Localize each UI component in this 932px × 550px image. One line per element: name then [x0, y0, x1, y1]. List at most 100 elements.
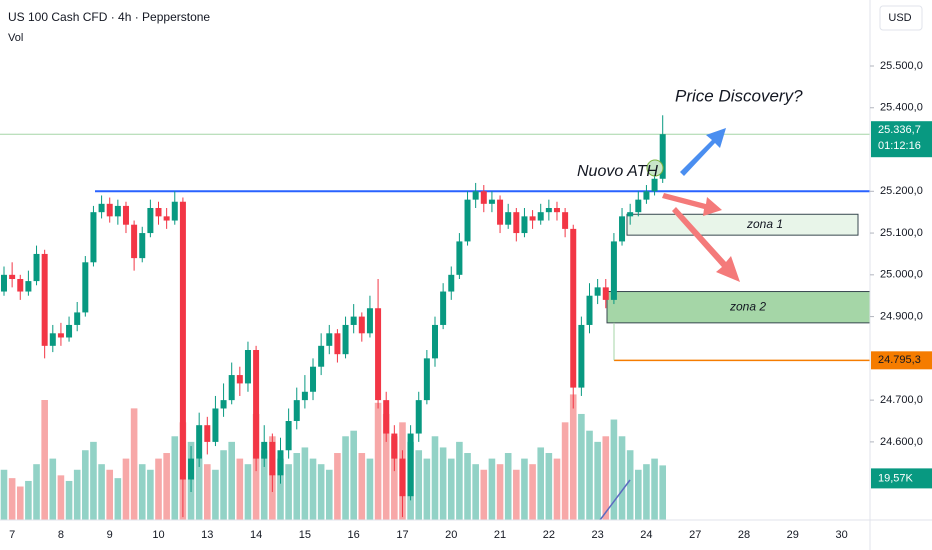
volume-bar [334, 453, 341, 520]
volume-label-box [871, 468, 932, 489]
currency: USD [888, 12, 911, 24]
volume-bar [350, 430, 357, 520]
volume-bar [602, 436, 610, 520]
chart-title: US 100 Cash CFD · 4h · Pepperstone [8, 10, 210, 24]
candle-body [155, 208, 162, 217]
x-tick-label: 22 [543, 529, 555, 541]
volume-bar [382, 413, 390, 520]
candle-body [301, 391, 308, 401]
y-tick-label: 25.100,0 [880, 227, 923, 239]
candle-body [228, 375, 235, 401]
candle-body [244, 350, 251, 384]
candle-body [212, 408, 219, 442]
candle-body [1, 274, 7, 292]
volume-bar [366, 458, 374, 520]
annotation: Price Discovery? [675, 86, 803, 105]
volume-bar [578, 413, 585, 520]
x-tick-label: 29 [787, 529, 799, 541]
volume-bar [171, 436, 179, 520]
volume-bar [325, 469, 333, 520]
x-tick-label: 13 [201, 529, 213, 541]
candle-body [261, 441, 268, 459]
candle-body [399, 458, 406, 497]
volume-bar [626, 450, 634, 520]
volume-bar [0, 469, 8, 520]
last-price-box [871, 121, 932, 158]
candle-body [578, 324, 585, 388]
volume-bar [496, 464, 504, 520]
last-price-label: 25.336,7 [878, 124, 921, 136]
candle-body [456, 241, 463, 275]
volume-bar [82, 450, 89, 520]
candle-body [651, 178, 658, 192]
annotation: Nuovo ATH [577, 163, 658, 180]
volume-bar [635, 469, 642, 520]
x-tick-label: 14 [250, 529, 262, 541]
price-axis [870, 0, 932, 550]
volume-bar [49, 458, 57, 520]
candle-body [171, 201, 178, 221]
x-tick-label: 7 [9, 529, 15, 541]
candle-body [594, 287, 601, 296]
candle-body [147, 208, 154, 234]
candle-body [334, 333, 341, 355]
volume-bar [423, 458, 431, 520]
candle-body [122, 205, 129, 225]
x-tick-label: 9 [107, 529, 113, 541]
zone-label: zona 2 [729, 299, 766, 313]
volume-bar [569, 394, 577, 520]
volume-bar [431, 436, 439, 520]
volume-bar [122, 458, 130, 520]
candle-body [49, 333, 56, 346]
candle-body [277, 450, 284, 476]
volume-title: Vol [8, 32, 23, 44]
candle-body [602, 287, 609, 300]
candle-body [366, 308, 373, 334]
candle-body [375, 308, 382, 401]
candle-body [98, 203, 105, 213]
candle-body [619, 216, 626, 242]
volume-bar [25, 480, 32, 520]
volume-bar [301, 447, 309, 520]
red-arrow [672, 207, 740, 282]
candle-body [407, 433, 414, 497]
candle-body [610, 241, 617, 300]
candle-body [529, 216, 536, 221]
currency-box[interactable] [879, 5, 923, 31]
volume-bar [317, 464, 325, 520]
x-tick-label: 21 [494, 529, 506, 541]
volume-bar [504, 453, 512, 520]
candle-body [497, 199, 504, 225]
candle-body [505, 212, 512, 225]
countdown: 01:12:16 [878, 140, 921, 152]
candle-body [179, 201, 186, 480]
candle-body [448, 274, 455, 292]
volume-bar [374, 402, 382, 520]
candle-body [537, 212, 544, 221]
x-tick-label: 20 [445, 529, 457, 541]
volume-bar [358, 453, 366, 520]
drawing-line [599, 479, 631, 521]
volume-bar [163, 453, 170, 520]
volume-bar [513, 469, 520, 520]
volume-label: 19,57K [878, 472, 914, 484]
y-tick-label: 25.400,0 [880, 102, 923, 114]
candle-body [521, 216, 528, 234]
candle-body [25, 281, 32, 292]
candle-body [139, 233, 146, 259]
candle-body [188, 458, 195, 480]
candle-body [643, 191, 650, 200]
volume-bar [342, 436, 349, 520]
volume-bar [643, 464, 650, 520]
candle-body [562, 212, 569, 229]
candle-body [9, 274, 16, 280]
volume-bar [65, 480, 73, 520]
candle-body [196, 425, 203, 459]
candle-body [570, 228, 577, 388]
candle-body [383, 400, 390, 434]
volume-bar [659, 465, 666, 520]
volume-bar [8, 478, 16, 520]
x-tick-label: 24 [640, 529, 652, 541]
x-tick-label: 10 [152, 529, 164, 541]
